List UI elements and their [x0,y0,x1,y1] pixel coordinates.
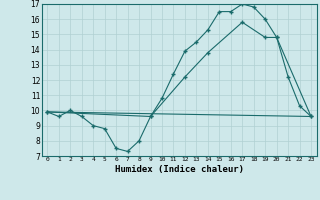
X-axis label: Humidex (Indice chaleur): Humidex (Indice chaleur) [115,165,244,174]
